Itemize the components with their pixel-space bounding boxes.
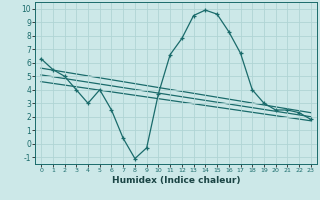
- X-axis label: Humidex (Indice chaleur): Humidex (Indice chaleur): [112, 176, 240, 185]
